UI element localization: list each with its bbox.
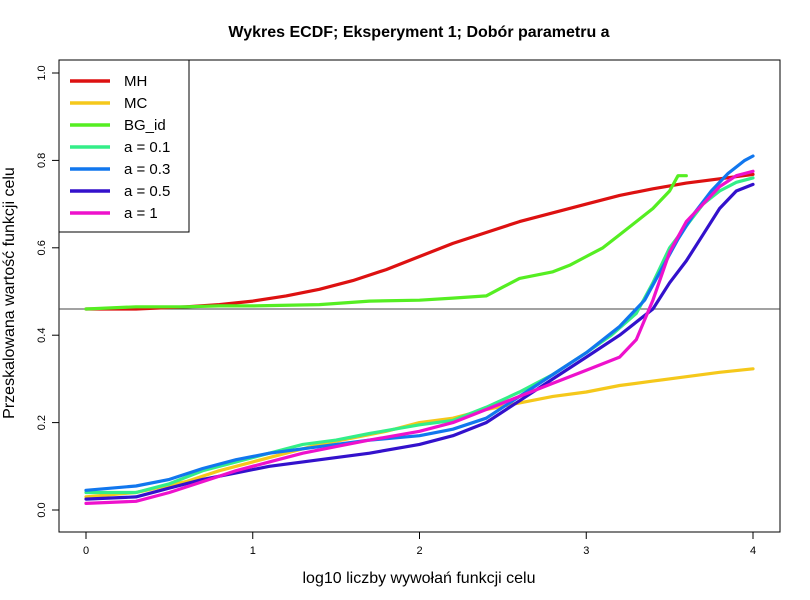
y-axis-label: Przeskalowana wartość funkcji celu <box>1 167 18 419</box>
chart-title: Wykres ECDF; Eksperyment 1; Dobór parame… <box>228 24 609 41</box>
legend-entry: a = 0.1 <box>124 139 170 156</box>
y-tick-label: 0.2 <box>36 415 48 430</box>
x-axis-label: log10 liczby wywołań funkcji celu <box>303 570 536 587</box>
series-line <box>84 172 755 311</box>
series-line <box>84 174 688 311</box>
legend-entry: a = 0.3 <box>124 161 170 178</box>
x-tick-label: 0 <box>83 545 89 557</box>
y-tick-label: 0.0 <box>36 502 48 517</box>
y-tick-label: 0.8 <box>36 153 48 168</box>
legend-entry: a = 0.5 <box>124 183 170 200</box>
series-line <box>84 367 755 499</box>
y-tick-label: 0.4 <box>36 328 48 343</box>
y-tick-label: 0.6 <box>36 240 48 255</box>
y-axis: 0.0 0.2 0.4 0.6 0.8 1.0 <box>36 65 60 518</box>
legend-entry: MH <box>124 73 147 90</box>
legend-entry: BG_id <box>124 117 166 134</box>
x-tick-label: 1 <box>250 545 256 557</box>
x-tick-label: 3 <box>583 545 589 557</box>
series-line <box>84 169 755 505</box>
x-tick-label: 2 <box>416 545 422 557</box>
legend: MH MC BG_ida = 0.1 a = 0.3 a = 0.5 a = 1 <box>58 59 190 233</box>
series-lines <box>84 154 755 505</box>
legend-entry: MC <box>124 95 147 112</box>
y-tick-label: 1.0 <box>36 65 48 80</box>
x-tick-label: 4 <box>750 545 756 557</box>
legend-entry: a = 1 <box>124 205 158 222</box>
x-axis: 0 1 2 3 4 <box>83 531 756 557</box>
